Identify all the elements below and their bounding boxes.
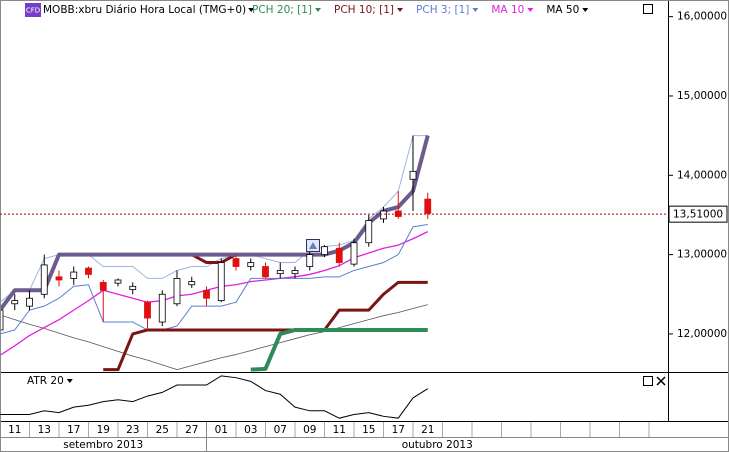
legend-entry: MA 50 [546,4,579,16]
x-tick-label: 17 [67,424,80,436]
dropdown-arrow [397,8,404,12]
candle-body [365,220,373,244]
price-pane [0,135,432,372]
candle-body [291,270,299,275]
month-label: setembro 2013 [63,439,143,451]
indicator-line [0,223,428,335]
dropdown-arrow [315,8,322,12]
indicator-line [103,280,428,372]
legend-entry: PCH 20; [1] [252,4,312,16]
chart-title: MOBB:xbru Diário Hora Local (TMG+0) [43,4,246,16]
candle-body [99,281,107,291]
candle-body [217,262,225,302]
candle-body [424,198,432,214]
candle-body [40,264,48,295]
y-tick-label: 16,00000 [677,11,727,23]
x-tick-label: 13 [38,424,51,436]
candle-body [321,246,328,256]
atr-title: ATR 20 [27,375,64,387]
close-button[interactable] [656,376,666,386]
candle-body [306,254,314,267]
candle-body [85,267,92,275]
y-tick-label: 13,00000 [677,249,727,261]
candle-body [232,258,240,267]
x-tick-label: 19 [97,424,110,436]
y-tick-label: 15,00000 [677,90,727,102]
dropdown-arrow [582,8,589,12]
x-tick-label: 03 [244,424,257,436]
candle-body [276,270,284,275]
legend-entry: PCH 3; [1] [416,4,469,16]
x-tick-label: 21 [421,424,434,436]
x-tick-label: 11 [8,424,21,436]
x-tick-label: 15 [362,424,375,436]
candle-body [0,309,4,331]
dropdown-arrow [66,379,73,383]
marker-icon [309,242,317,249]
dropdown-arrow [248,8,255,12]
indicator-line [0,304,428,371]
candle-body [11,300,19,305]
candle-body [144,301,151,319]
candle-body [380,210,387,220]
last-price-box [668,205,728,223]
candle-body [188,281,196,286]
candle-body [173,278,181,305]
indicator-line [250,327,428,372]
candle-body [262,266,269,278]
indicator-line [0,135,430,312]
candle-body [129,285,137,290]
atr-pane [0,375,429,419]
candle-body [409,170,417,180]
candle-body [55,276,63,281]
x-tick-label: 01 [215,424,228,436]
month-label: outubro 2013 [402,439,473,451]
badge-text: CFD [26,7,40,15]
x-tick-label: 25 [156,424,169,436]
x-tick-label: 23 [126,424,139,436]
candle-body [70,271,78,279]
maximize-button[interactable] [643,376,653,386]
y-tick-label: 14,00000 [677,169,727,181]
legend-entry: MA 10 [491,4,524,16]
candle-body [247,262,255,267]
maximize-button[interactable] [643,4,653,14]
candle-body [203,289,210,299]
dropdown-arrow [472,8,479,12]
legend-entry: PCH 10; [1] [334,4,394,16]
badge [25,3,41,17]
candle-body [26,297,33,307]
x-tick-label: 09 [303,424,316,436]
atr-line [0,375,429,419]
candle-body [335,247,343,263]
candle-body [350,242,358,265]
dropdown-arrow [527,8,534,12]
x-tick-label: 27 [185,424,198,436]
x-tick-label: 11 [333,424,346,436]
x-tick-label: 17 [392,424,405,436]
x-tick-label: 07 [274,424,287,436]
candle-body [158,293,166,323]
candle-body [114,279,122,284]
last-price-label: 13,51000 [673,209,723,221]
y-tick-label: 12,00000 [677,328,727,340]
